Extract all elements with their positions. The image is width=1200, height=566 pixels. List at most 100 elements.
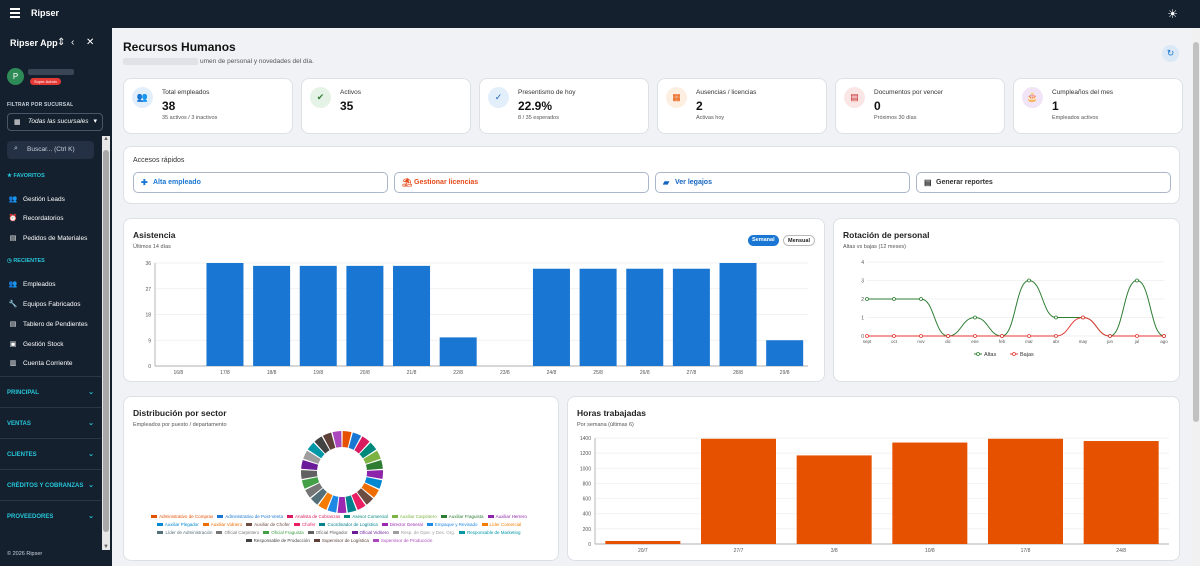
legend-item[interactable]: Coordinador de Logística bbox=[319, 521, 378, 529]
nav-group-principal[interactable]: PRINCIPAL ⌄ bbox=[0, 376, 101, 406]
legend-item[interactable]: Auxiliar Herrero bbox=[487, 513, 527, 521]
sidebar-item-pedidos-materiales[interactable]: ▤ Pedidos de Materiales bbox=[9, 235, 88, 242]
kpi-label: Ausencias / licencias bbox=[696, 89, 757, 96]
data-point bbox=[1081, 315, 1085, 320]
chevron-left-icon[interactable]: ‹ bbox=[71, 37, 75, 48]
legend-item[interactable]: Auxiliar Carpintero bbox=[391, 513, 437, 521]
weekly-toggle[interactable]: Semanal bbox=[748, 235, 779, 246]
hours-card: Horas trabajadas Por semana (últimas 6) … bbox=[567, 396, 1180, 561]
legend-item[interactable]: Auxiliar Fraguista bbox=[440, 513, 484, 521]
quick-access-button[interactable]: ▤ Generar reportes bbox=[916, 172, 1171, 193]
legend-item[interactable]: Administrativo de Compras bbox=[151, 513, 213, 521]
page-scrollbar[interactable] bbox=[1192, 28, 1200, 566]
bar bbox=[605, 540, 681, 544]
x-tick-label: 16/8 bbox=[173, 370, 183, 376]
x-tick-label: mar bbox=[1025, 339, 1033, 344]
sidebar-item-gestion-leads[interactable]: 👥 Gestión Leads bbox=[8, 196, 65, 203]
sidebar-item-empleados[interactable]: 👥 Empleados bbox=[8, 281, 56, 288]
bar bbox=[532, 268, 570, 366]
bar bbox=[579, 268, 617, 366]
avatar[interactable]: P bbox=[7, 68, 24, 85]
refresh-button[interactable]: ↻ bbox=[1162, 45, 1179, 62]
sidebar-scrollbar[interactable]: ▲ ▼ bbox=[102, 136, 110, 550]
search-input[interactable]: ⌕ Buscar... (Ctrl K) bbox=[7, 141, 94, 159]
monthly-toggle[interactable]: Mensual bbox=[783, 235, 816, 246]
doughnut-slice bbox=[332, 431, 342, 448]
copyright: © 2026 Ripser bbox=[7, 551, 43, 557]
quick-access-button[interactable]: ⛱ Gestionar licencias bbox=[394, 172, 649, 193]
x-tick-label: 24/8 bbox=[547, 370, 557, 376]
quick-access-button[interactable]: ▰ Ver legajos bbox=[655, 172, 910, 193]
x-tick-label: 18/8 bbox=[267, 370, 277, 376]
doughnut-slice bbox=[303, 450, 321, 464]
y-tick-label: 800 bbox=[583, 481, 592, 487]
legend-item[interactable]: Responsable de Producción bbox=[245, 537, 310, 545]
quick-access-button[interactable]: ✚ Alta empleado bbox=[133, 172, 388, 193]
x-tick-label: sept bbox=[863, 339, 872, 344]
x-tick-label: 20/8 bbox=[360, 370, 370, 376]
legend-item[interactable]: Administrativo de Post-Venta bbox=[217, 513, 283, 521]
beach-icon: ⛱ bbox=[402, 178, 413, 187]
doughnut-slice bbox=[307, 442, 325, 459]
close-icon[interactable]: ✕ bbox=[86, 37, 95, 48]
doughnut-slice bbox=[337, 496, 347, 513]
hours-bar-chart: 0 200 400 600 800 1000 1200 1400 20/7 27/7 3/8 10/8… bbox=[580, 436, 1169, 554]
doughnut-slice bbox=[359, 442, 377, 459]
legend-item[interactable]: Asesor Comercial bbox=[344, 513, 388, 521]
legend-item[interactable]: Líder Comercial bbox=[481, 521, 521, 529]
clipboard-icon: ▤ bbox=[9, 235, 17, 242]
nav-group-clientes[interactable]: CLIENTES ⌄ bbox=[0, 438, 101, 468]
sun-icon[interactable]: ☀ bbox=[1167, 7, 1178, 21]
chevron-down-icon: ⌄ bbox=[88, 389, 94, 396]
sidebar-item-recordatorios[interactable]: ⏰ Recordatorios bbox=[8, 215, 64, 222]
legend-item[interactable]: Chofer bbox=[293, 521, 315, 529]
hamburger-menu-icon[interactable] bbox=[10, 8, 20, 20]
x-tick-label: 29/8 bbox=[780, 370, 790, 376]
legend-item[interactable]: Auxiliar Vidriero bbox=[202, 521, 242, 529]
legend-item[interactable]: Oficial Fraguista bbox=[263, 529, 304, 537]
doughnut-slice bbox=[305, 483, 323, 498]
legend-item[interactable]: Director General bbox=[381, 521, 423, 529]
doughnut-slice bbox=[365, 460, 383, 470]
kpi-label: Cumpleaños del mes bbox=[1052, 89, 1114, 96]
legend-item[interactable]: Oficial Plegador bbox=[307, 529, 348, 537]
bar bbox=[701, 438, 776, 544]
legend-item[interactable]: Empaque y Revisado bbox=[426, 521, 478, 529]
legend-item[interactable]: Auxiliar Plegador bbox=[156, 521, 199, 529]
attendance-subtitle: Últimos 14 días bbox=[133, 244, 171, 250]
bar bbox=[626, 268, 664, 366]
branch-filter-label: FILTRAR POR SUCURSAL bbox=[7, 102, 74, 108]
favorites-section-label: ★ FAVORITOS bbox=[7, 173, 45, 179]
legend-item[interactable]: Oficial Vidriero bbox=[351, 529, 389, 537]
legend-item[interactable]: Resp. de Oper. y Des. Org. bbox=[392, 529, 455, 537]
data-point bbox=[892, 297, 896, 301]
legend-item[interactable]: Supervisor de Producción bbox=[372, 537, 432, 545]
expand-collapse-icon[interactable]: ⇕ bbox=[57, 37, 66, 48]
sector-doughnut-chart bbox=[301, 431, 383, 513]
legend-item[interactable]: Responsable de Marketing bbox=[459, 529, 521, 537]
sidebar-item-gestion-stock[interactable]: ▣ Gestión Stock bbox=[9, 341, 64, 348]
nav-group-ventas[interactable]: VENTAS ⌄ bbox=[0, 407, 101, 437]
data-point bbox=[892, 334, 896, 338]
user-name-blurred bbox=[28, 69, 74, 75]
sidebar-item-equipos-fabricados[interactable]: 🔧 Equipos Fabricados bbox=[8, 301, 81, 308]
y-tick-label: 4 bbox=[861, 260, 864, 266]
people-icon: 👥 bbox=[8, 196, 18, 203]
data-point bbox=[1027, 334, 1031, 338]
sidebar-item-cuenta-corriente[interactable]: ▥ Cuenta Corriente bbox=[9, 360, 73, 367]
x-tick-label: 28/8 bbox=[733, 370, 743, 376]
quick-access-card: Accesos rápidos ✚ Alta empleado ⛱ Gestionar… bbox=[123, 146, 1180, 204]
sidebar-item-tablero-pendientes[interactable]: ▤ Tablero de Pendientes bbox=[9, 321, 88, 328]
person-check-icon: ✓ bbox=[488, 87, 509, 108]
legend-item[interactable]: Supervisor de Logística bbox=[313, 537, 369, 545]
branch-select[interactable]: ▦ Todas las sucursales ▾ bbox=[7, 113, 103, 131]
sector-card: Distribución por sector Empleados por pu… bbox=[123, 396, 559, 561]
bar bbox=[796, 455, 872, 544]
search-placeholder: Buscar... (Ctrl K) bbox=[27, 146, 75, 153]
nav-group-proveedores[interactable]: PROVEEDORES ⌄ bbox=[0, 500, 101, 530]
legend-item[interactable]: Oficial Carpintero bbox=[216, 529, 259, 537]
legend-item[interactable]: Auxiliar de Chofer bbox=[246, 521, 290, 529]
nav-group-creditos-cobranzas[interactable]: CRÉDITOS Y COBRANZAS ⌄ bbox=[0, 469, 101, 499]
legend-item[interactable]: Líder de Administración bbox=[157, 529, 212, 537]
legend-item[interactable]: Analista de Cobranzas bbox=[286, 513, 340, 521]
